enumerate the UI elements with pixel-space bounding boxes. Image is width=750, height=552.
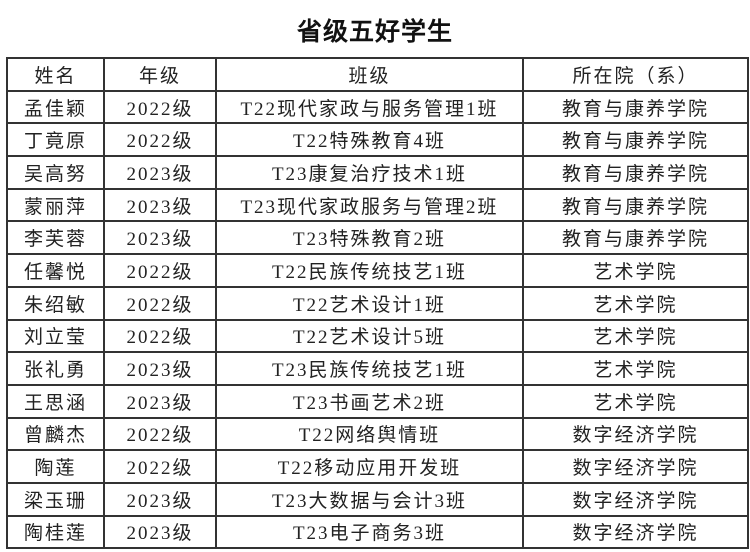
cell-name: 蒙丽萍 <box>6 187 105 223</box>
table-row: 吴高努 2023级 T23康复治疗技术1班 教育与康养学院 <box>6 155 749 190</box>
cell-class: T22移动应用开发班 <box>215 449 524 484</box>
cell-grade: 2022级 <box>103 89 217 125</box>
table-row: 任馨悦 2022级 T22民族传统技艺1班 艺术学院 <box>6 253 749 288</box>
cell-name: 任馨悦 <box>6 253 105 288</box>
table-row: 孟佳颖 2022级 T22现代家政与服务管理1班 教育与康养学院 <box>6 89 749 125</box>
table-body: 孟佳颖 2022级 T22现代家政与服务管理1班 教育与康养学院 丁竟原 2022级 T22… <box>6 89 749 550</box>
cell-department: 艺术学院 <box>522 383 749 419</box>
cell-department: 艺术学院 <box>522 253 749 288</box>
table-row: 曾麟杰 2022级 T22网络舆情班 数字经济学院 <box>6 416 749 452</box>
table-row: 陶桂莲 2023级 T23电子商务3班 数字经济学院 <box>6 514 749 550</box>
cell-name: 朱绍敏 <box>6 285 105 321</box>
cell-name: 李芙蓉 <box>6 220 105 256</box>
cell-grade: 2022级 <box>103 318 217 354</box>
cell-grade: 2023级 <box>103 187 217 223</box>
cell-name: 陶莲 <box>6 449 105 484</box>
cell-department: 教育与康养学院 <box>522 187 749 223</box>
cell-name: 梁玉珊 <box>6 481 105 517</box>
cell-class: T23特殊教育2班 <box>215 220 524 256</box>
cell-name: 刘立莹 <box>6 318 105 354</box>
table-row: 李芙蓉 2023级 T23特殊教育2班 教育与康养学院 <box>6 220 749 256</box>
cell-department: 艺术学院 <box>522 351 749 386</box>
cell-department: 数字经济学院 <box>522 449 749 484</box>
cell-name: 孟佳颖 <box>6 89 105 125</box>
students-table: 姓名 年级 班级 所在院（系） 孟佳颖 2022级 T22现代家政与服务管理1班 教育… <box>6 57 749 550</box>
table-row: 王思涵 2023级 T23书画艺术2班 艺术学院 <box>6 383 749 419</box>
cell-class: T23康复治疗技术1班 <box>215 155 524 190</box>
cell-class: T23书画艺术2班 <box>215 383 524 419</box>
cell-class: T22特殊教育4班 <box>215 122 524 158</box>
cell-grade: 2022级 <box>103 449 217 484</box>
page-title: 省级五好学生 <box>296 17 453 46</box>
cell-name: 陶桂莲 <box>6 514 105 550</box>
cell-department: 教育与康养学院 <box>522 220 749 256</box>
cell-department: 教育与康养学院 <box>522 122 749 158</box>
cell-grade: 2022级 <box>103 253 217 288</box>
cell-name: 张礼勇 <box>6 351 105 386</box>
cell-class: T22民族传统技艺1班 <box>215 253 524 288</box>
cell-grade: 2023级 <box>103 351 217 386</box>
cell-name: 丁竟原 <box>6 122 105 158</box>
cell-grade: 2023级 <box>103 220 217 256</box>
cell-class: T23大数据与会计3班 <box>215 481 524 517</box>
cell-class: T23现代家政服务与管理2班 <box>215 187 524 223</box>
table-row: 丁竟原 2022级 T22特殊教育4班 教育与康养学院 <box>6 122 749 158</box>
cell-class: T22现代家政与服务管理1班 <box>215 89 524 125</box>
header-grade: 年级 <box>103 57 217 92</box>
cell-grade: 2023级 <box>103 514 217 550</box>
cell-grade: 2023级 <box>103 383 217 419</box>
header-class: 班级 <box>215 57 524 92</box>
table-row: 陶莲 2022级 T22移动应用开发班 数字经济学院 <box>6 449 749 484</box>
header-name: 姓名 <box>6 57 105 92</box>
cell-grade: 2022级 <box>103 416 217 452</box>
cell-class: T23民族传统技艺1班 <box>215 351 524 386</box>
cell-department: 数字经济学院 <box>522 416 749 452</box>
cell-class: T22艺术设计1班 <box>215 285 524 321</box>
cell-department: 教育与康养学院 <box>522 155 749 190</box>
table-row: 张礼勇 2023级 T23民族传统技艺1班 艺术学院 <box>6 351 749 386</box>
table-header-row: 姓名 年级 班级 所在院（系） <box>6 57 749 92</box>
cell-department: 艺术学院 <box>522 285 749 321</box>
table-row: 朱绍敏 2022级 T22艺术设计1班 艺术学院 <box>6 285 749 321</box>
cell-grade: 2023级 <box>103 481 217 517</box>
cell-grade: 2022级 <box>103 285 217 321</box>
cell-department: 数字经济学院 <box>522 481 749 517</box>
cell-department: 艺术学院 <box>522 318 749 354</box>
cell-grade: 2023级 <box>103 155 217 190</box>
cell-class: T22艺术设计5班 <box>215 318 524 354</box>
cell-class: T23电子商务3班 <box>215 514 524 550</box>
cell-department: 教育与康养学院 <box>522 89 749 125</box>
cell-class: T22网络舆情班 <box>215 416 524 452</box>
cell-grade: 2022级 <box>103 122 217 158</box>
cell-department: 数字经济学院 <box>522 514 749 550</box>
cell-name: 吴高努 <box>6 155 105 190</box>
table-row: 刘立莹 2022级 T22艺术设计5班 艺术学院 <box>6 318 749 354</box>
cell-name: 王思涵 <box>6 383 105 419</box>
table-row: 蒙丽萍 2023级 T23现代家政服务与管理2班 教育与康养学院 <box>6 187 749 223</box>
table-row: 梁玉珊 2023级 T23大数据与会计3班 数字经济学院 <box>6 481 749 517</box>
header-department: 所在院（系） <box>522 57 749 92</box>
cell-name: 曾麟杰 <box>6 416 105 452</box>
